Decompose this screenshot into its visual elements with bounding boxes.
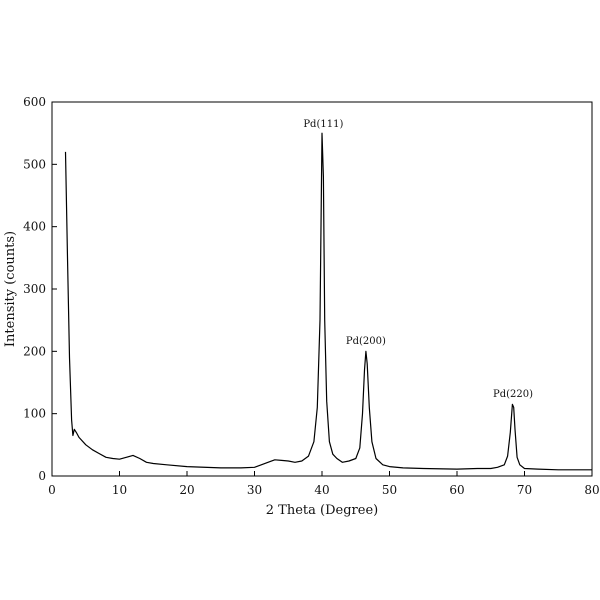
x-tick-label: 40 [314, 483, 329, 497]
x-tick-label: 0 [48, 483, 56, 497]
peak-label: Pd(111) [303, 119, 343, 130]
x-tick-label: 20 [179, 483, 194, 497]
x-tick-label: 10 [112, 483, 127, 497]
x-axis-title: 2 Theta (Degree) [266, 503, 378, 518]
y-axis-ticks: 0 100 200 300 400 500 600 [23, 95, 57, 483]
x-tick-label: 60 [449, 483, 464, 497]
x-tick-label: 80 [584, 483, 599, 497]
x-tick-label: 70 [517, 483, 532, 497]
x-axis-ticks: 0 10 20 30 40 50 60 70 80 [48, 471, 600, 497]
series-line [64, 132, 592, 471]
y-tick-label: 100 [23, 407, 46, 421]
peak-label: Pd(200) [346, 336, 386, 347]
y-tick-label: 600 [23, 95, 46, 109]
y-tick-label: 500 [23, 157, 46, 171]
peak-annotations: Pd(111) Pd(200) Pd(220) [303, 119, 533, 400]
y-axis-title: Intensity (counts) [3, 231, 18, 347]
y-tick-label: 0 [38, 469, 46, 483]
peak-label: Pd(220) [493, 389, 533, 400]
x-tick-label: 30 [247, 483, 262, 497]
y-tick-label: 200 [23, 344, 46, 358]
y-tick-label: 300 [23, 282, 46, 296]
y-tick-label: 400 [23, 220, 46, 234]
x-tick-label: 50 [382, 483, 397, 497]
